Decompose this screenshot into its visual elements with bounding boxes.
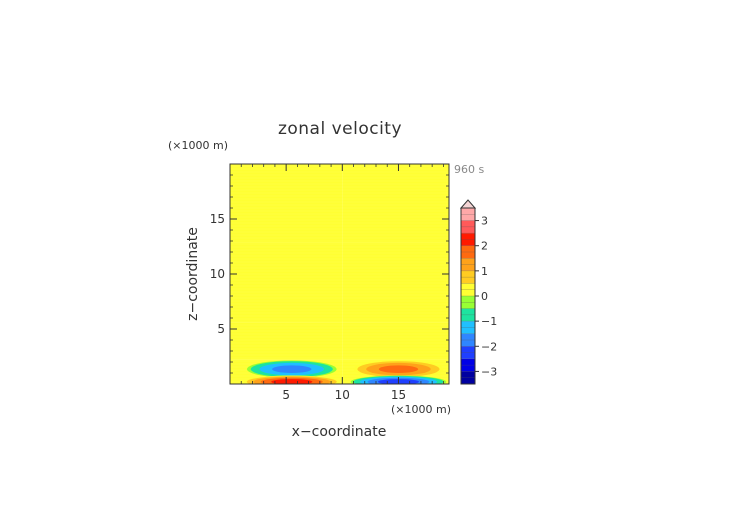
negative-cell [246, 360, 337, 378]
x-tick-label: 5 [282, 388, 290, 402]
chart-title: zonal velocity [278, 119, 402, 139]
contour-band [390, 367, 407, 371]
positive-cell [243, 375, 340, 384]
field-layer [342, 164, 449, 181]
x-tick-label: 10 [335, 388, 350, 402]
colorbar-tick-label: −1 [481, 315, 497, 328]
y-axis-label: z−coordinate [185, 227, 201, 321]
contour-band [283, 367, 300, 371]
field-layer [342, 242, 449, 323]
colorbar-extend-triangle [459, 199, 477, 209]
colorbar-tick-label: 2 [481, 240, 488, 253]
colorbar: 3 2 1 0 −1 −2 −3 [459, 199, 497, 385]
y-axis-unit: (×1000 m) [168, 139, 228, 152]
colorbar-tick-label: 1 [481, 265, 488, 278]
y-tick-label: 15 [210, 212, 225, 226]
plot-area [230, 164, 449, 384]
field-layer [230, 164, 343, 181]
field-layer [342, 180, 449, 243]
colorbar-tick-label: −2 [481, 340, 497, 353]
field-layer [230, 242, 343, 323]
colorbar-tick-label: 3 [481, 215, 488, 228]
x-axis-unit: (×1000 m) [391, 403, 451, 416]
x-axis-ticks: 5 10 15 [240, 164, 444, 402]
colorbar-tick-label: −3 [481, 365, 497, 378]
x-axis-label: x−coordinate [292, 424, 387, 440]
field-layer [230, 180, 343, 243]
time-label: 960 s [454, 163, 484, 176]
y-tick-label: 5 [217, 322, 225, 336]
contour-band [279, 380, 305, 384]
field-layer [342, 322, 449, 360]
field-layer [230, 322, 343, 360]
positive-cell [353, 360, 444, 378]
y-axis-ticks: 5 10 15 [210, 174, 449, 374]
y-tick-label: 10 [210, 267, 225, 281]
x-tick-label: 15 [391, 388, 406, 402]
colorbar-tick-label: 0 [481, 290, 488, 303]
layer-stripes [230, 165, 449, 383]
